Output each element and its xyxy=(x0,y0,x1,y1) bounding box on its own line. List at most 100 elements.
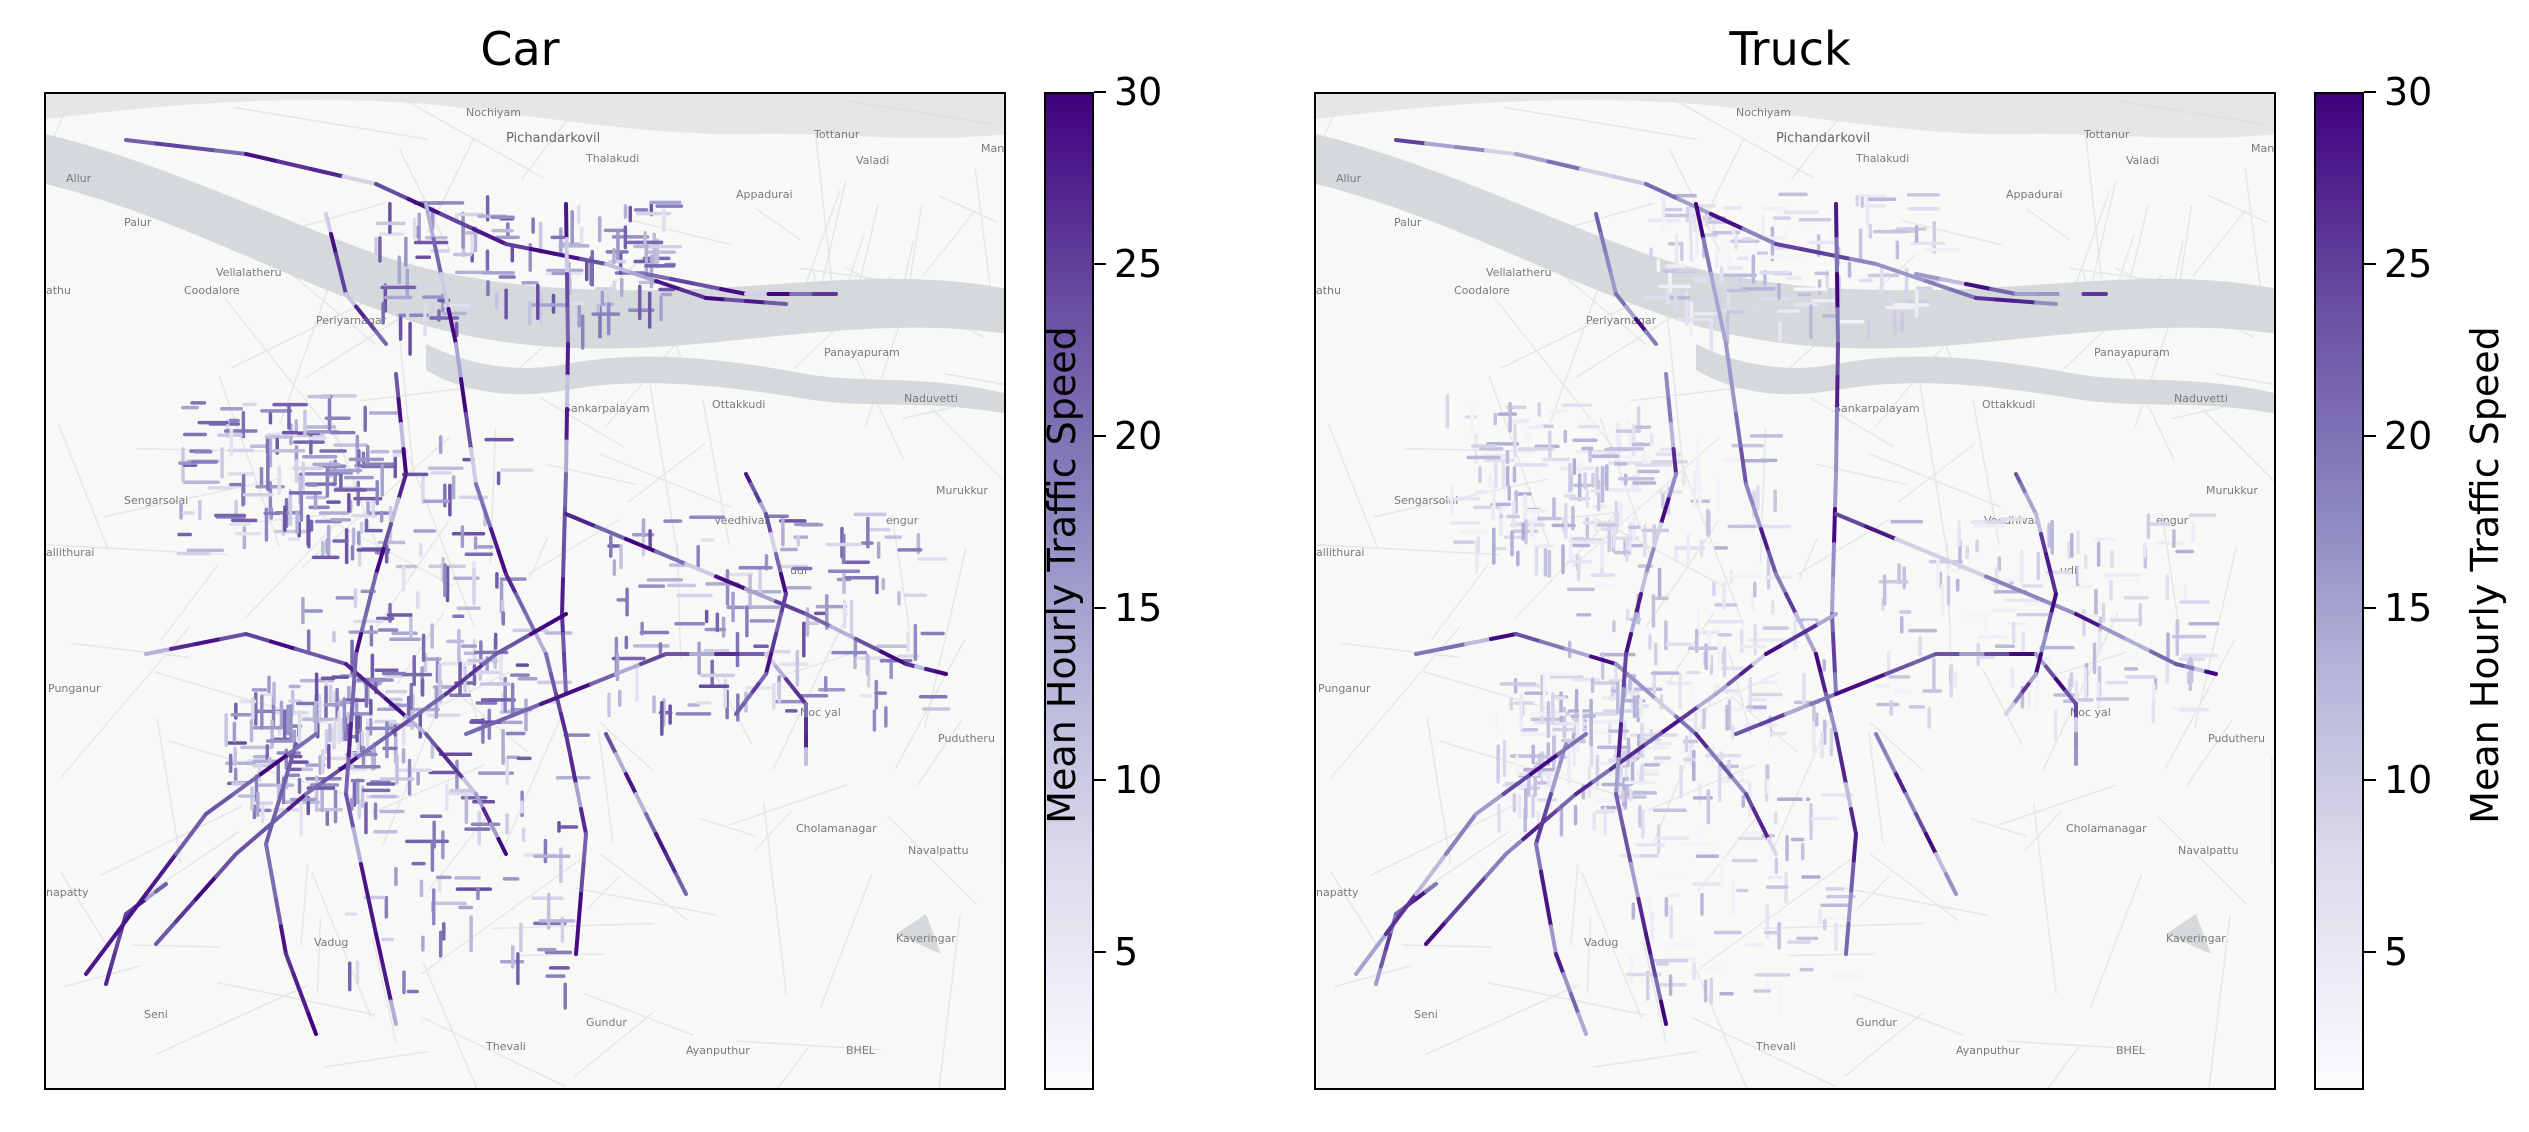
arterial-segment xyxy=(264,842,273,874)
arterial-segment xyxy=(2099,624,2128,641)
arterial-segment xyxy=(374,547,386,576)
place-label: Thalakudi xyxy=(585,152,639,165)
arterial-segment xyxy=(694,282,723,291)
colorbar-tick xyxy=(1094,951,1106,954)
arterial-segment xyxy=(481,652,498,666)
arterial-segment xyxy=(504,572,518,596)
colorbar-tick-label: 15 xyxy=(1114,586,1163,631)
place-label: Nochiyam xyxy=(1736,106,1791,119)
arterial-segment xyxy=(1616,722,1623,761)
place-label: Punganur xyxy=(1318,682,1371,695)
arterial-segment xyxy=(174,812,208,856)
arterial-segment xyxy=(2014,587,2048,604)
arterial-segment xyxy=(574,922,581,956)
arterial-segment xyxy=(2034,512,2043,536)
arterial-segment xyxy=(1834,682,1863,696)
arterial-segment xyxy=(1739,662,1756,676)
arterial-segment xyxy=(579,807,588,836)
arterial-segment xyxy=(1751,504,1763,531)
arterial-segment xyxy=(359,862,371,901)
arterial-segment xyxy=(1784,702,1813,716)
arterial-segment xyxy=(214,148,248,156)
arterial-segment xyxy=(396,472,408,501)
arterial-segment xyxy=(1964,282,1993,291)
place-label: Kaveringar xyxy=(896,932,956,945)
arterial-segment xyxy=(1884,662,1913,676)
colorbar-tick-label: 10 xyxy=(2384,758,2433,803)
arterial-segment xyxy=(1831,542,1836,581)
arterial-segment xyxy=(2054,677,2068,694)
arterial-segment xyxy=(1576,1012,1588,1036)
arterial-segment xyxy=(1654,977,1663,1004)
arterial-segment xyxy=(389,999,398,1026)
arterial-segment xyxy=(2019,682,2031,696)
arterial-segment xyxy=(1564,647,1593,659)
arterial-segment xyxy=(560,577,565,616)
arterial-segment xyxy=(469,662,486,676)
arterial-segment xyxy=(529,247,558,256)
arterial-segment xyxy=(804,612,833,629)
place-label: Tottanur xyxy=(813,128,860,141)
arterial-segment xyxy=(1546,159,1583,171)
place-label: Sengarsolai xyxy=(124,494,188,507)
arterial-segment xyxy=(2044,664,2058,681)
arterial-segment xyxy=(589,672,618,686)
arterial-segment xyxy=(1666,397,1673,426)
panel-title-car: Car xyxy=(480,22,560,76)
arterial-segment xyxy=(654,832,668,856)
place-label: Punganur xyxy=(48,682,101,695)
arterial-segment xyxy=(764,300,788,306)
arterial-segment xyxy=(294,647,323,659)
arterial-segment xyxy=(1634,592,1643,616)
arterial-segment xyxy=(324,212,333,236)
arterial-segment xyxy=(1914,812,1928,836)
arterial-segment xyxy=(379,954,388,981)
place-label: Naduvetti xyxy=(904,392,958,405)
colorbar-tick xyxy=(2364,263,2376,266)
place-label: Valadi xyxy=(2126,154,2159,167)
arterial-segment xyxy=(564,439,569,476)
arterial-segment xyxy=(1634,317,1648,334)
arterial-segment xyxy=(244,632,273,644)
place-label: Murukkur xyxy=(2206,484,2258,497)
arterial-segment xyxy=(1614,792,1626,831)
arterial-segment xyxy=(1719,762,1736,781)
arterial-segment xyxy=(1716,307,1728,346)
place-label: Sankarpalayam xyxy=(564,402,650,415)
place-label: Ayanputhur xyxy=(686,1044,750,1057)
arterial-segment xyxy=(489,712,518,726)
arterial-segment xyxy=(341,174,378,186)
arterial-segment xyxy=(344,792,356,831)
arterial-segment xyxy=(1414,889,1428,901)
arterial-segment xyxy=(934,669,948,676)
arterial-segment xyxy=(1751,652,1768,666)
colorbar-tick xyxy=(2364,607,2376,610)
arterial-segment xyxy=(741,692,753,706)
arterial-segment xyxy=(424,732,441,751)
arterial-segment xyxy=(504,242,533,251)
arterial-segment xyxy=(244,152,281,164)
arterial-segment xyxy=(339,272,348,296)
basemap-truck: Nochiyam Pichandarkovil Tottanur Valadi Mand… xyxy=(1316,94,2274,1088)
arterial-segment xyxy=(1844,782,1853,811)
colorbar-label-car: Mean Hourly Traffic Speed xyxy=(1040,326,1084,824)
arterial-segment xyxy=(1594,212,1603,236)
arterial-segment xyxy=(1834,407,1839,444)
arterial-segment xyxy=(1835,374,1840,411)
arterial-segment xyxy=(1394,138,1428,146)
arterial-segment xyxy=(264,817,276,846)
arterial-segment xyxy=(769,632,778,656)
arterial-segment xyxy=(1739,447,1748,486)
colorbar-tick xyxy=(2364,779,2376,782)
arterial-segment xyxy=(594,524,628,541)
arterial-segment xyxy=(1609,272,1618,296)
arterial-segment xyxy=(1759,527,1771,554)
arterial-segment xyxy=(456,672,473,686)
arterial-segment xyxy=(1859,672,1888,686)
colorbar-tick-label: 5 xyxy=(2384,930,2409,975)
arterial-segment xyxy=(174,897,198,924)
road-network-truck xyxy=(1354,138,2220,1036)
arterial-segment xyxy=(194,874,218,901)
arterial-segment xyxy=(1830,577,1835,616)
arterial-segment xyxy=(154,882,168,894)
